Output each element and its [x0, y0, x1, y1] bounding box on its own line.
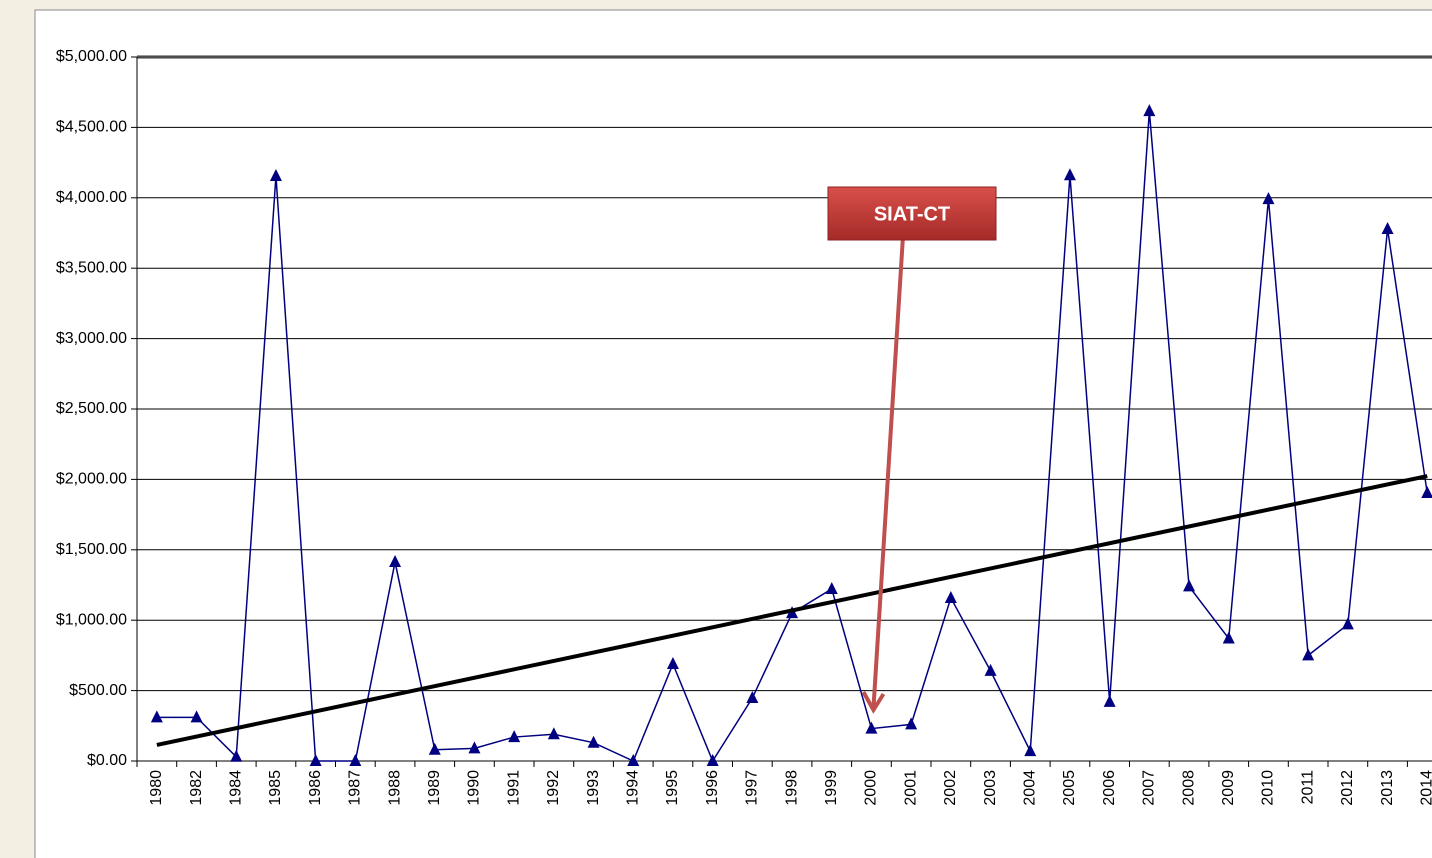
- x-tick-label: 2002: [942, 770, 959, 806]
- y-tick-label: $3,000.00: [56, 330, 127, 347]
- annotation-text: SIAT-CT: [874, 203, 950, 225]
- x-tick-label: 2008: [1180, 770, 1197, 806]
- y-tick-label: $4,500.00: [56, 119, 127, 136]
- data-point: [428, 742, 441, 755]
- x-tick-label: 1985: [267, 770, 284, 806]
- x-tick-label: 2012: [1339, 770, 1356, 806]
- y-tick-label: $0.00: [87, 752, 127, 769]
- data-point: [1302, 648, 1315, 661]
- y-tick-label: $5,000.00: [56, 48, 127, 65]
- annotation-box: [827, 186, 997, 241]
- data-point: [825, 581, 838, 594]
- data-point: [984, 663, 997, 676]
- x-tick-label: 1997: [744, 770, 761, 806]
- x-tick-label: 1986: [307, 770, 324, 806]
- x-tick-label: 1984: [227, 770, 244, 806]
- data-point: [905, 717, 918, 730]
- trend-line: [156, 474, 1428, 747]
- x-tick-label: 1988: [386, 770, 403, 806]
- x-tick-label: 1999: [823, 770, 840, 806]
- data-point: [230, 749, 243, 762]
- x-tick-label: 2013: [1379, 770, 1396, 806]
- y-tick-label: $4,000.00: [56, 189, 127, 206]
- data-point: [309, 754, 322, 766]
- data-point: [706, 754, 719, 766]
- data-point: [468, 741, 481, 754]
- data-point: [1381, 222, 1394, 235]
- data-point: [349, 754, 362, 766]
- data-point: [627, 754, 640, 766]
- x-tick-label: 1995: [664, 770, 681, 806]
- annotation-arrowhead: [861, 691, 886, 714]
- x-tick-label: 1990: [466, 770, 483, 806]
- x-tick-label: 1982: [188, 770, 205, 806]
- annotation-arrow: [871, 235, 905, 709]
- data-point: [1063, 168, 1076, 181]
- x-tick-label: 2001: [902, 770, 919, 806]
- x-tick-label: 1998: [783, 770, 800, 806]
- y-tick-label: $500.00: [69, 682, 127, 699]
- data-point: [1103, 694, 1116, 707]
- data-point: [666, 656, 679, 669]
- data-point: [1262, 192, 1275, 205]
- data-point: [1024, 744, 1037, 757]
- x-tick-label: 2014: [1418, 770, 1432, 806]
- x-tick-label: 2010: [1260, 770, 1277, 806]
- data-point: [587, 735, 600, 748]
- x-tick-label: 2000: [863, 770, 880, 806]
- x-tick-label: 2007: [1141, 770, 1158, 806]
- x-tick-label: 1987: [347, 770, 364, 806]
- data-point: [944, 590, 957, 603]
- x-tick-label: 2009: [1220, 770, 1237, 806]
- x-tick-label: 1994: [624, 770, 641, 806]
- x-tick-label: 1991: [505, 770, 522, 806]
- data-point: [1183, 579, 1196, 592]
- y-tick-label: $2,000.00: [56, 471, 127, 488]
- data-point: [865, 721, 878, 734]
- y-tick-label: $1,000.00: [56, 611, 127, 628]
- x-tick-label: 1989: [426, 770, 443, 806]
- data-point: [269, 168, 282, 181]
- y-tick-label: $1,500.00: [56, 541, 127, 558]
- data-point: [1341, 617, 1354, 630]
- data-point: [547, 727, 560, 740]
- data-point: [746, 691, 759, 704]
- data-point: [1222, 631, 1235, 644]
- data-point: [508, 730, 521, 743]
- x-tick-label: 1980: [148, 770, 165, 806]
- x-tick-label: 2011: [1299, 770, 1316, 805]
- y-tick-label: $2,500.00: [56, 400, 127, 417]
- x-tick-label: 2006: [1101, 770, 1118, 806]
- x-tick-label: 1996: [704, 770, 721, 806]
- data-point: [190, 710, 203, 723]
- data-point: [389, 555, 402, 568]
- data-point: [1143, 104, 1156, 117]
- data-point: [150, 710, 163, 723]
- x-tick-label: 2004: [1021, 770, 1038, 806]
- x-tick-label: 2005: [1061, 770, 1078, 806]
- x-tick-label: 1992: [545, 770, 562, 806]
- y-tick-label: $3,500.00: [56, 259, 127, 276]
- x-tick-label: 1993: [585, 770, 602, 806]
- data-point: [1421, 486, 1432, 499]
- x-tick-label: 2003: [982, 770, 999, 806]
